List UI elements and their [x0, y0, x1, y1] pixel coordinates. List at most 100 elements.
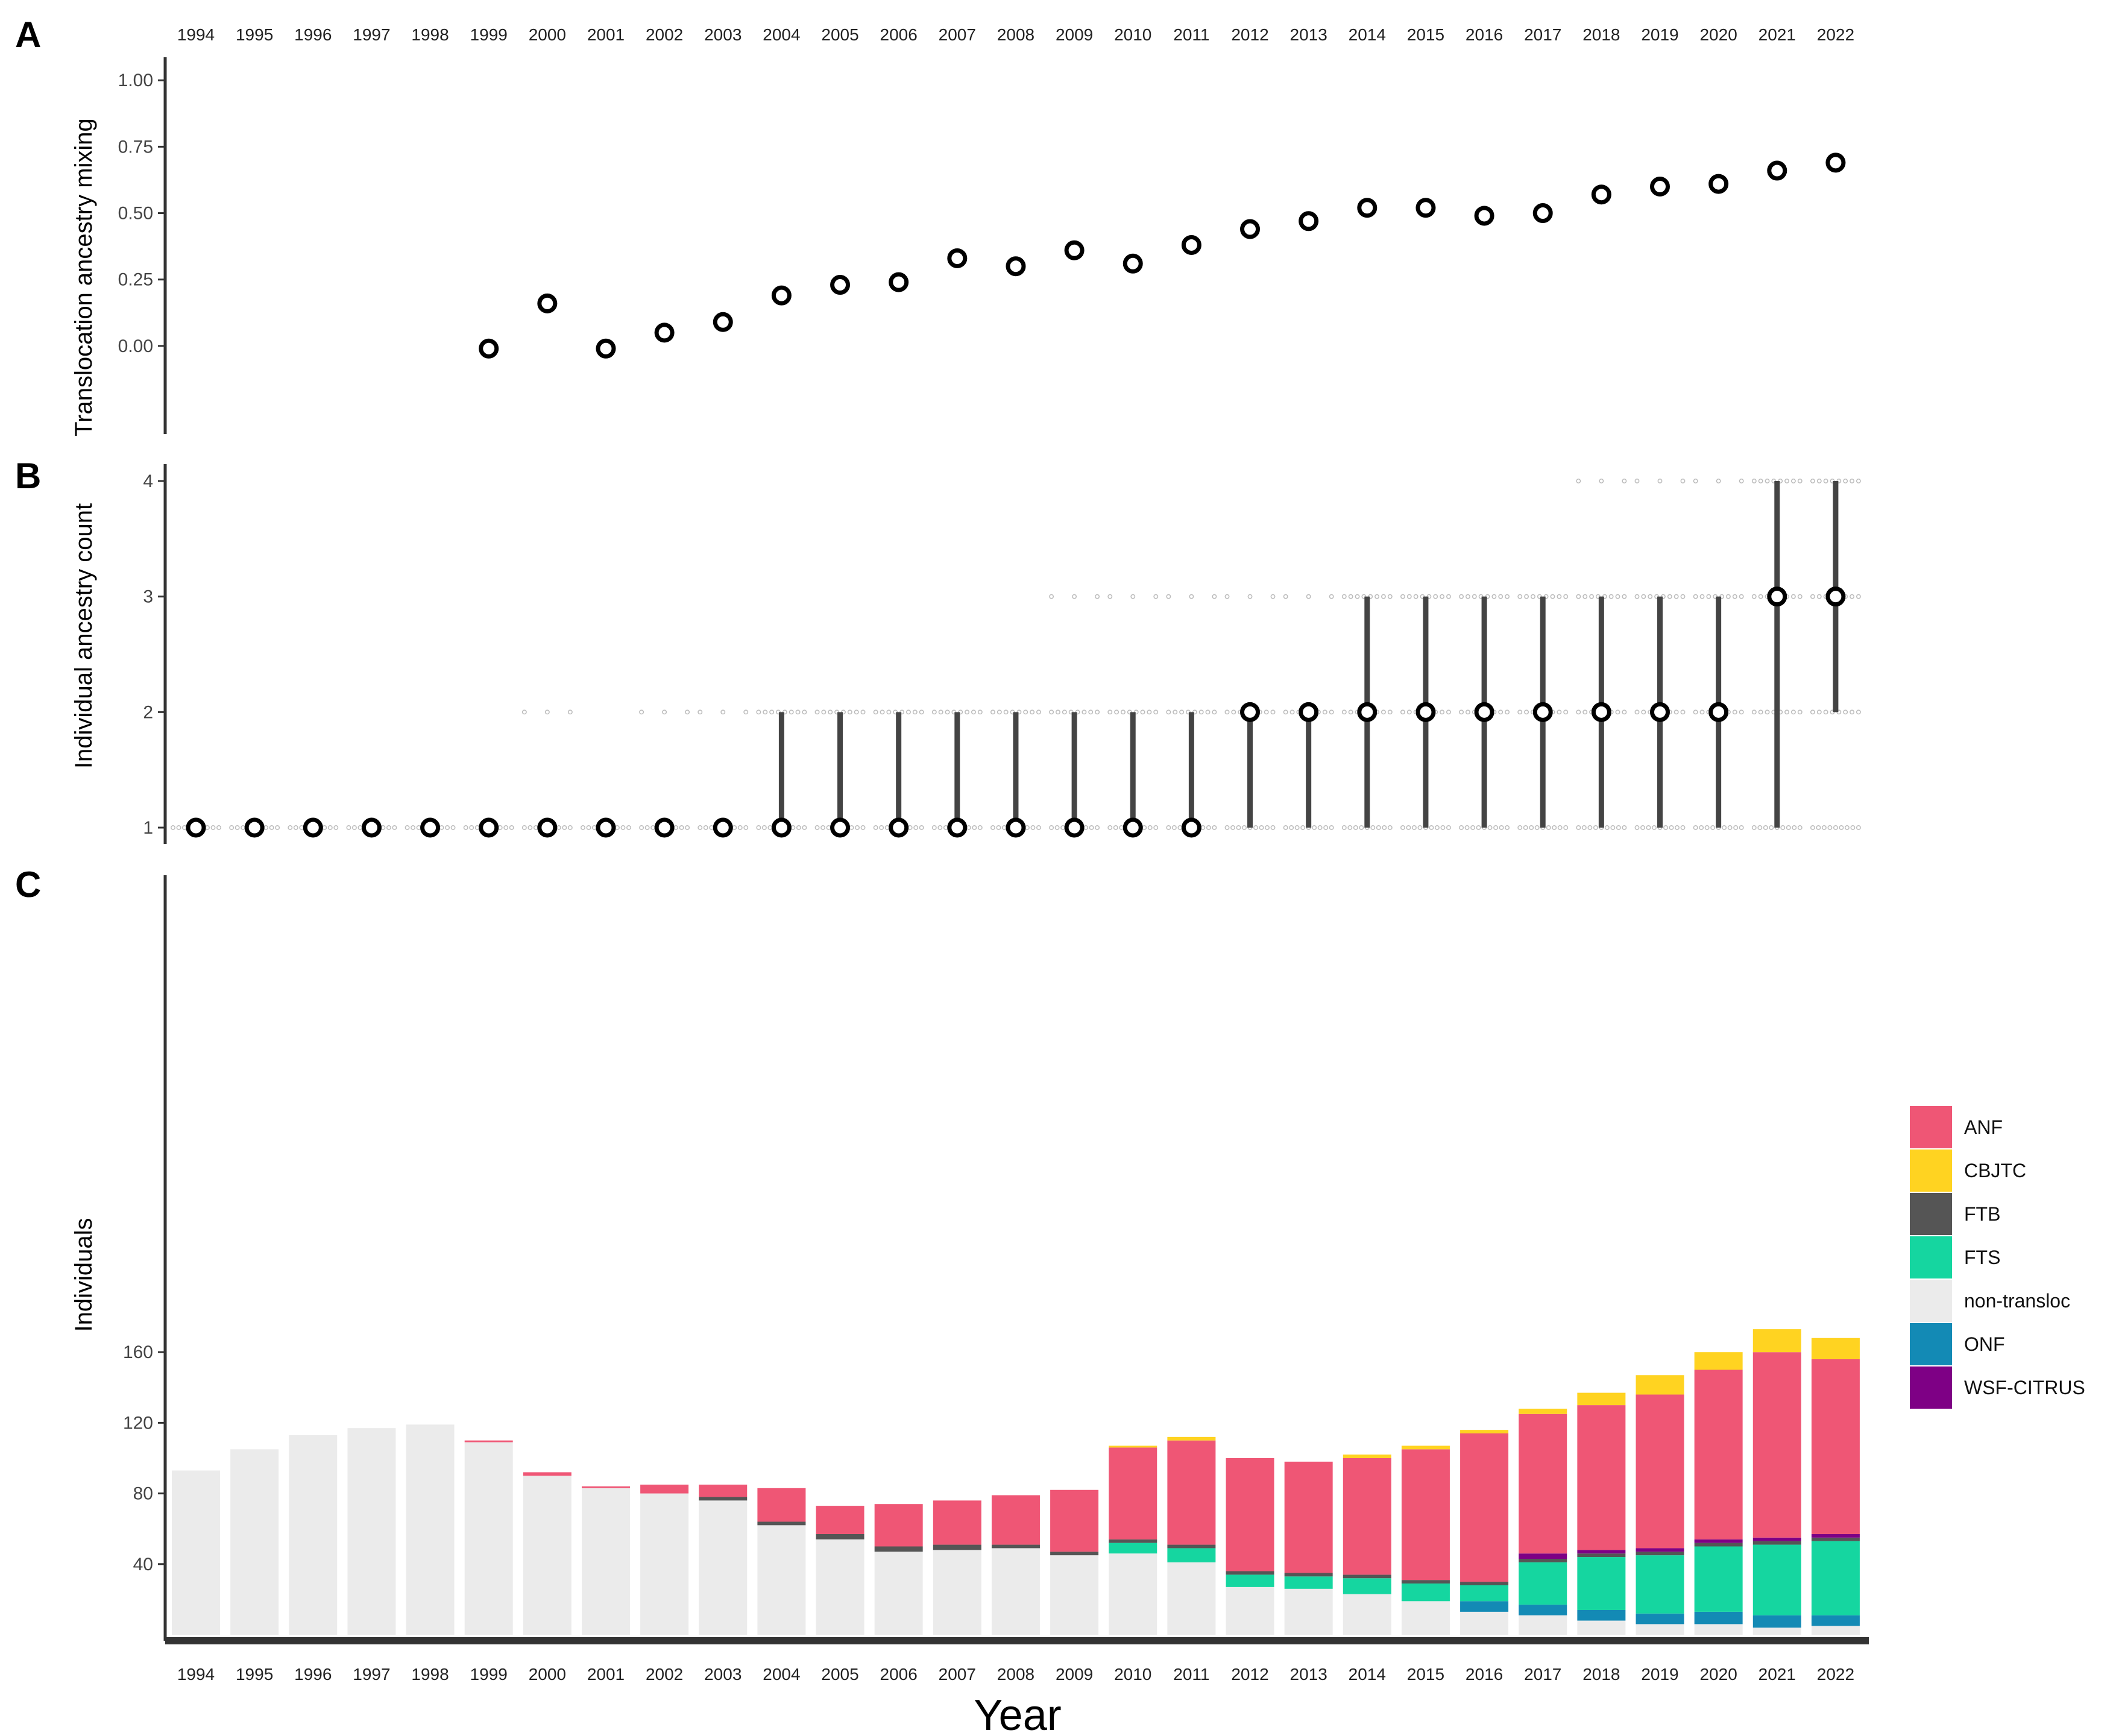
panel-b-jitter-point — [761, 825, 767, 830]
panel-b-jitter-point — [732, 825, 737, 830]
panel-b-jitter-point — [1341, 594, 1347, 599]
panel-b-jitter-point — [592, 825, 597, 830]
panel-b-jitter-point — [1827, 825, 1833, 830]
panel-b-jitter-point — [1557, 594, 1562, 599]
panel-b-median-point — [420, 817, 441, 838]
panel-b-jitter-point — [1733, 825, 1739, 830]
panel-b-jitter-point — [1355, 594, 1360, 599]
panel-b-jitter-point — [1446, 709, 1451, 715]
panel-b-jitter-point — [1036, 709, 1041, 715]
panel-b-jitter-point — [756, 709, 761, 715]
bottom-year-label: 2015 — [1407, 1665, 1444, 1684]
panel-c-bar-segment — [1109, 1445, 1157, 1448]
panel-b-jitter-point — [1294, 825, 1300, 830]
legend-label: ANF — [1964, 1116, 2003, 1138]
panel-c-bar-segment — [991, 1544, 1040, 1549]
panel-b-jitter-point — [1693, 825, 1698, 830]
panel-c-bar-segment — [757, 1521, 806, 1526]
panel-b-jitter-point — [1470, 825, 1476, 830]
panel-c-bar-segment — [1752, 1537, 1801, 1541]
panel-b-jitter-point — [990, 709, 995, 715]
panel-b-jitter-point — [1476, 825, 1481, 830]
panel-b-y-tick-label: 1 — [143, 818, 153, 838]
top-year-label: 2006 — [880, 25, 918, 44]
legend-swatch — [1910, 1149, 1952, 1192]
panel-b-median-point — [1591, 702, 1611, 722]
panel-b-jitter-point — [1166, 825, 1171, 830]
panel-b-jitter-point — [1850, 825, 1856, 830]
panel-c-bar-segment — [1694, 1352, 1743, 1370]
panel-b-jitter-point — [411, 825, 416, 830]
top-year-label: 2014 — [1349, 25, 1386, 44]
panel-c-bar-segment — [1401, 1445, 1450, 1450]
panel-b-jitter-point — [1530, 594, 1535, 599]
legend-label: WSF-CITRUS — [1964, 1377, 2085, 1398]
panel-b-jitter-point — [1751, 479, 1757, 483]
panel-b-jitter-point — [463, 825, 468, 830]
panel-c-bar-segment — [1577, 1553, 1626, 1558]
panel-b-jitter-point — [1498, 709, 1504, 715]
panel-b-median-point — [947, 817, 968, 838]
panel-b-jitter-point — [1843, 479, 1848, 483]
panel-a-point — [479, 338, 499, 359]
panel-c-bar-segment — [1811, 1533, 1860, 1538]
bottom-year-label: 1996 — [294, 1665, 332, 1684]
panel-b-jitter-point — [673, 825, 679, 830]
panel-b-jitter-point — [849, 825, 854, 830]
panel-b-jitter-point — [1224, 594, 1230, 599]
bottom-year-label: 2010 — [1114, 1665, 1151, 1684]
panel-b-jitter-point — [1674, 709, 1679, 715]
panel-b-jitter-point — [1797, 479, 1803, 483]
panel-b-jitter-point — [1582, 594, 1588, 599]
panel-b-jitter-point — [1030, 709, 1035, 715]
panel-b-jitter-point — [1593, 825, 1598, 830]
panel-b-jitter-point — [1634, 479, 1640, 483]
panel-b-jitter-point — [1751, 594, 1757, 599]
panel-c-bar-segment — [699, 1484, 748, 1497]
panel-b-jitter-point — [1856, 709, 1861, 715]
panel-b-jitter-point — [263, 825, 269, 830]
panel-b-jitter-point — [1669, 825, 1674, 830]
panel-b-jitter-point — [743, 709, 749, 715]
panel-b-jitter-point — [1205, 709, 1211, 715]
panel-b-median-point — [1825, 587, 1846, 607]
bottom-year-label: 2013 — [1290, 1665, 1327, 1684]
panel-b-jitter-point — [1387, 594, 1393, 599]
panel-b-jitter-point — [854, 709, 859, 715]
panel-b-jitter-point — [521, 825, 527, 830]
panel-b-jitter-point — [931, 709, 937, 715]
panel-c-bar-segment — [347, 1428, 396, 1635]
panel-c-bar-segment — [1519, 1408, 1567, 1414]
panel-b-jitter-point — [620, 825, 626, 830]
panel-b-jitter-point — [814, 825, 820, 830]
panel-b-jitter-point — [556, 825, 561, 830]
top-year-label: 2018 — [1582, 25, 1620, 44]
bottom-year-label: 2022 — [1817, 1665, 1854, 1684]
panel-c-bar-segment — [1694, 1611, 1743, 1624]
panel-b-jitter-point — [855, 825, 860, 830]
panel-b-jitter-point — [1699, 709, 1705, 715]
panel-b-jitter-point — [1674, 594, 1679, 599]
panel-b-jitter-point — [1289, 709, 1295, 715]
panel-a-letter: A — [15, 14, 41, 55]
panel-b-jitter-point — [743, 825, 749, 830]
panel-b-jitter-point — [380, 825, 386, 830]
panel-b-jitter-point — [327, 825, 333, 830]
panel-a-point — [713, 312, 733, 332]
legend-label: ONF — [1964, 1333, 2005, 1355]
panel-b-jitter-point — [1505, 709, 1510, 715]
panel-c-bar-segment — [699, 1500, 748, 1635]
panel-a-point — [1767, 160, 1787, 181]
top-year-label: 2005 — [821, 25, 858, 44]
panel-a-point — [1474, 206, 1494, 226]
panel-b-jitter-point — [1440, 594, 1445, 599]
panel-c-y-axis-title: Individuals — [71, 1218, 97, 1332]
panel-c-bar-segment — [874, 1552, 923, 1635]
panel-c-bar-segment — [1811, 1338, 1860, 1359]
panel-c-bar-segment — [1460, 1611, 1509, 1635]
bottom-year-label: 2002 — [646, 1665, 683, 1684]
panel-b-jitter-point — [1797, 825, 1803, 830]
panel-b-plot: 1 2 3 4 — [143, 464, 1861, 844]
panel-b-jitter-point — [639, 709, 644, 715]
panel-c-bar-segment — [1752, 1541, 1801, 1545]
